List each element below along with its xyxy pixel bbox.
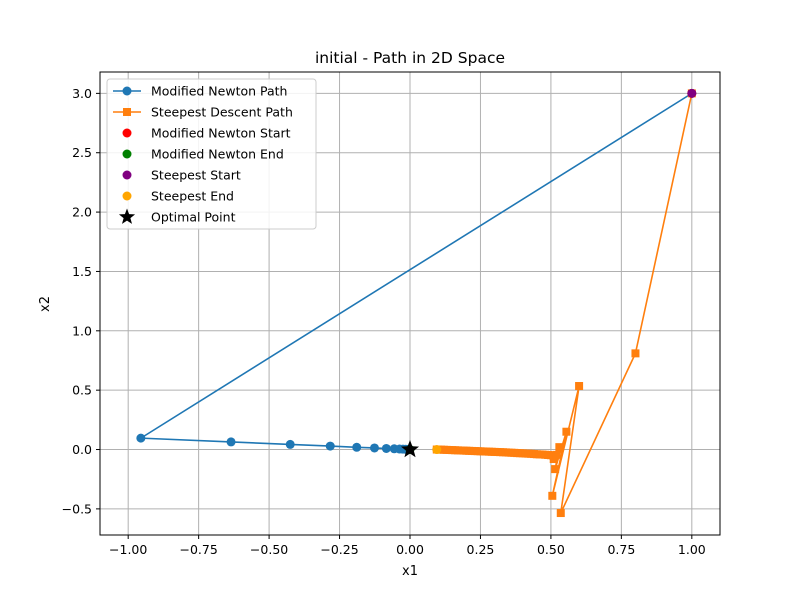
y-tick-label: −0.5 bbox=[62, 501, 92, 516]
data-point bbox=[555, 443, 564, 452]
data-point bbox=[325, 441, 335, 451]
series-steepest-start bbox=[687, 88, 697, 98]
data-point bbox=[381, 443, 391, 453]
data-point bbox=[548, 491, 557, 500]
x-axis-label: x1 bbox=[402, 564, 418, 579]
data-point bbox=[562, 427, 571, 436]
data-point bbox=[556, 509, 565, 518]
y-tick-label: 0.5 bbox=[72, 383, 92, 398]
legend-label: Modified Newton Path bbox=[151, 84, 287, 99]
x-tick-label: 1.00 bbox=[678, 542, 706, 557]
x-tick-label: 0.50 bbox=[537, 542, 565, 557]
series-steepest-descent-path bbox=[432, 89, 696, 518]
y-tick-label: 1.5 bbox=[72, 264, 92, 279]
data-point bbox=[285, 439, 295, 449]
x-axis: −1.00 −0.75 −0.50 −0.25 0.00 0.25 0.50 0.75 1.00 bbox=[109, 535, 706, 557]
y-tick-label: 2.5 bbox=[72, 145, 92, 160]
legend-item: Modified Newton Path bbox=[113, 84, 287, 99]
y-axis-label: x2 bbox=[38, 296, 53, 312]
data-point bbox=[400, 440, 420, 458]
data-point bbox=[687, 88, 697, 98]
y-tick-label: 0.0 bbox=[72, 442, 92, 457]
legend-label: Steepest End bbox=[151, 189, 234, 204]
series-steepest-end bbox=[432, 445, 442, 455]
legend-item: Steepest End bbox=[122, 189, 234, 204]
data-point bbox=[369, 443, 379, 453]
legend-label: Steepest Start bbox=[151, 168, 241, 183]
y-axis: −0.5 0.0 0.5 1.0 1.5 2.0 2.5 3.0 bbox=[62, 86, 100, 516]
legend-item: Steepest Descent Path bbox=[113, 105, 293, 120]
data-point bbox=[631, 349, 640, 358]
legend-marker bbox=[118, 208, 136, 224]
legend-marker bbox=[122, 191, 132, 201]
x-tick-label: 0.00 bbox=[396, 542, 424, 557]
y-tick-label: 1.0 bbox=[72, 323, 92, 338]
data-point bbox=[352, 442, 362, 452]
data-point bbox=[432, 445, 442, 455]
legend-label: Modified Newton Start bbox=[151, 126, 291, 141]
legend: Modified Newton Path Steepest Descent Pat… bbox=[106, 78, 317, 230]
legend-label: Modified Newton End bbox=[151, 147, 284, 162]
x-tick-label: 0.75 bbox=[607, 542, 635, 557]
data-point bbox=[575, 382, 584, 391]
data-point bbox=[136, 433, 146, 443]
x-tick-label: −0.25 bbox=[320, 542, 358, 557]
legend-marker bbox=[122, 170, 132, 180]
x-tick-label: −0.75 bbox=[179, 542, 217, 557]
legend-marker bbox=[122, 128, 132, 138]
legend-marker bbox=[123, 108, 131, 116]
data-point bbox=[551, 465, 560, 474]
legend-item: Modified Newton Start bbox=[122, 126, 291, 141]
y-tick-label: 2.0 bbox=[72, 205, 92, 220]
legend-item: Steepest Start bbox=[122, 168, 241, 183]
legend-label: Steepest Descent Path bbox=[151, 105, 293, 120]
legend-label: Optimal Point bbox=[151, 210, 236, 225]
chart-title: initial - Path in 2D Space bbox=[315, 49, 505, 67]
y-tick-label: 3.0 bbox=[72, 86, 92, 101]
legend-box bbox=[106, 78, 317, 230]
series-optimal-point bbox=[400, 440, 420, 458]
x-tick-label: −0.50 bbox=[250, 542, 288, 557]
x-tick-label: −1.00 bbox=[109, 542, 147, 557]
legend-item: Modified Newton End bbox=[122, 147, 284, 162]
data-point bbox=[226, 437, 236, 447]
plot-area bbox=[136, 88, 697, 518]
legend-marker bbox=[122, 149, 132, 159]
x-tick-label: 0.25 bbox=[467, 542, 495, 557]
legend-item: Optimal Point bbox=[118, 208, 236, 225]
legend-marker bbox=[122, 86, 132, 96]
